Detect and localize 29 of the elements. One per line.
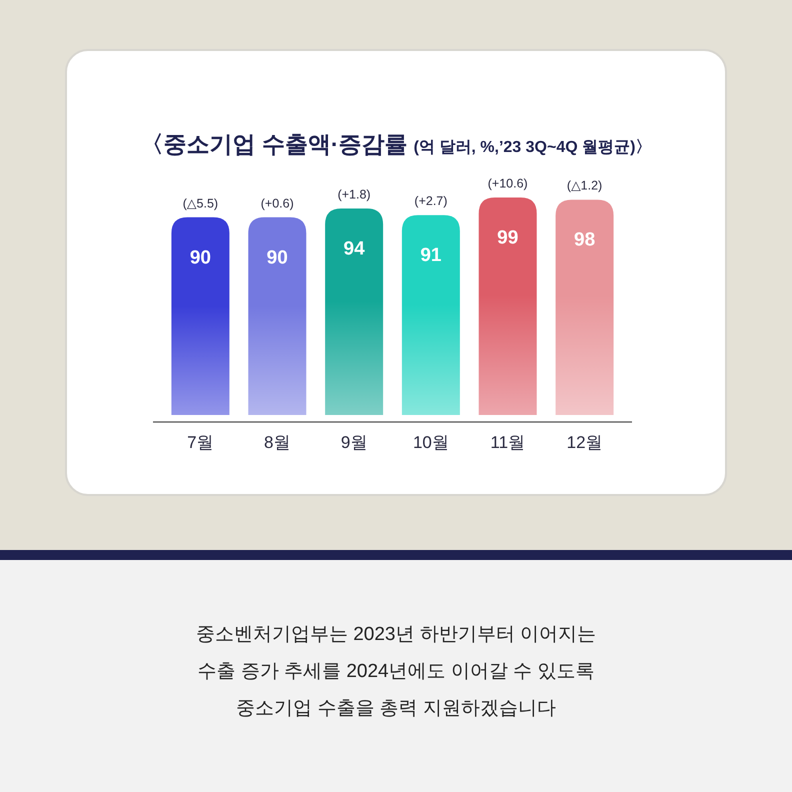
x-tick-label: 12월 — [566, 433, 603, 452]
bar — [325, 208, 384, 415]
data-label: 98 — [574, 230, 596, 251]
annotation: (+2.7) — [414, 194, 448, 208]
x-tick-label: 10월 — [412, 433, 449, 452]
x-tick-label: 9월 — [340, 433, 368, 452]
bar — [248, 217, 306, 415]
bar — [402, 215, 460, 415]
x-tick-label: 7월 — [187, 433, 214, 452]
chart-title: 〈중소기업 수출액·증감률 — [140, 131, 408, 157]
data-label: 94 — [344, 238, 366, 260]
text: 중소벤처기업부는 2023년 하반기부터 이어지는 — [196, 624, 596, 645]
x-tick-label: 11월 — [490, 433, 526, 452]
annotation: (△1.2) — [566, 178, 602, 193]
data-label: 99 — [497, 228, 518, 249]
data-label: 90 — [266, 247, 288, 268]
bar — [478, 198, 537, 415]
chart-subtitle: (억 달러, %,’23 3Q~4Q 월평균)〉 — [414, 138, 652, 156]
annotation: (+10.6) — [488, 176, 528, 191]
annotation: (△5.5) — [182, 196, 218, 210]
bar — [171, 217, 230, 415]
annotation: (+0.6) — [260, 196, 294, 210]
annotation: (+1.8) — [338, 188, 371, 202]
x-tick-label: 8월 — [264, 433, 290, 452]
bar — [556, 200, 614, 415]
text: 수출 증가 추세를 2024년에도 이어갈 수 있도록 — [198, 661, 594, 682]
data-label: 91 — [420, 245, 442, 266]
data-label: 90 — [190, 247, 211, 268]
text: 중소기업 수출을 총력 지원하겠습니다 — [236, 698, 556, 719]
